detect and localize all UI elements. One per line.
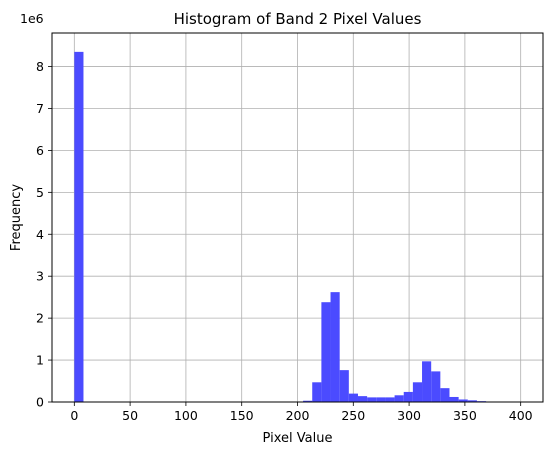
histogram-bar [376, 397, 386, 402]
histogram-bar [339, 370, 349, 402]
y-tick-label: 7 [36, 101, 44, 116]
x-tick-label: 400 [509, 408, 533, 423]
y-tick-label: 6 [36, 143, 44, 158]
x-tick-label: 50 [122, 408, 138, 423]
y-tick-label: 3 [36, 269, 44, 284]
histogram-bar [357, 396, 368, 402]
x-tick-label: 350 [453, 408, 477, 423]
y-axis-label: Frequency [9, 184, 24, 251]
histogram-bar [403, 391, 413, 402]
histogram-bar [431, 371, 441, 402]
x-axis-label: Pixel Value [263, 431, 333, 446]
histogram-bar [394, 395, 404, 402]
y-tick-label: 2 [36, 311, 44, 326]
histogram-bar [367, 397, 377, 402]
chart-title: Histogram of Band 2 Pixel Values [174, 10, 422, 28]
x-tick-label: 100 [174, 408, 198, 423]
histogram-bar [440, 388, 450, 402]
x-tick-label: 150 [230, 408, 254, 423]
histogram-bar [312, 382, 322, 402]
x-tick-label: 300 [397, 408, 421, 423]
histogram-bar [422, 361, 432, 402]
y-tick-label: 1 [36, 353, 44, 368]
y-axis-scale-label: 1e6 [20, 11, 44, 26]
histogram-bar [330, 292, 340, 402]
histogram-bar [412, 382, 423, 402]
histogram-bars [74, 51, 496, 402]
histogram-bar [449, 396, 459, 402]
histogram-bar [458, 399, 468, 402]
histogram-bar [467, 400, 477, 402]
x-tick-label: 0 [70, 408, 78, 423]
x-tick-label: 250 [341, 408, 365, 423]
histogram-bar [348, 393, 358, 402]
histogram-bar [321, 302, 331, 402]
x-tick-label: 200 [286, 408, 310, 423]
y-tick-label: 0 [36, 395, 44, 410]
y-tick-label: 4 [36, 227, 44, 242]
histogram-bar [74, 51, 84, 402]
y-tick-label: 5 [36, 185, 44, 200]
histogram-bar [303, 400, 313, 402]
axis-ticks: 0 50 100 150 200 250 300 350 400 0 1 2 3 4 5 6 7 8 [36, 59, 533, 423]
histogram-bar [385, 397, 395, 402]
y-tick-label: 8 [36, 59, 44, 74]
